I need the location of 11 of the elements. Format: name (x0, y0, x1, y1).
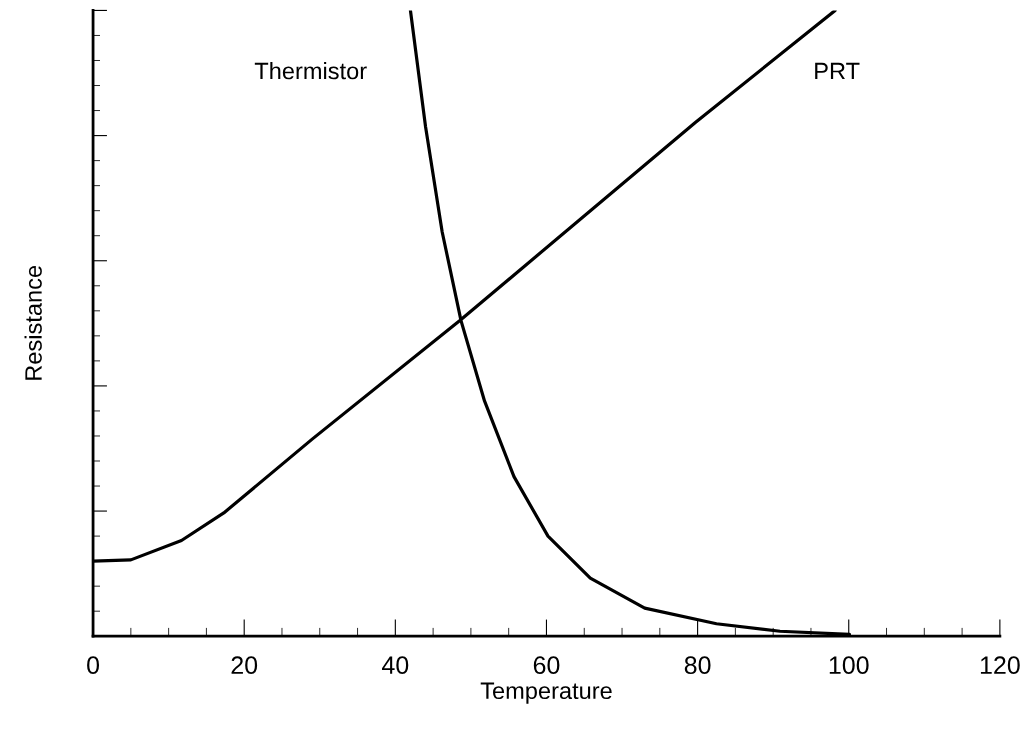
x-tick-label: 20 (231, 656, 258, 675)
x-axis-title: Temperature (480, 682, 612, 704)
x-tick-label: 120 (980, 656, 1020, 675)
y-axis-title: Resistance (24, 265, 42, 380)
x-tick-label: 60 (533, 656, 560, 675)
x-tick-label: 40 (382, 656, 409, 675)
x-tick-label: 80 (684, 656, 711, 675)
text: Thermistor (254, 62, 367, 80)
series-label: PRT (815, 62, 860, 80)
x-tick-label: 100 (829, 656, 869, 675)
x-tick-label: 0 (87, 656, 100, 675)
